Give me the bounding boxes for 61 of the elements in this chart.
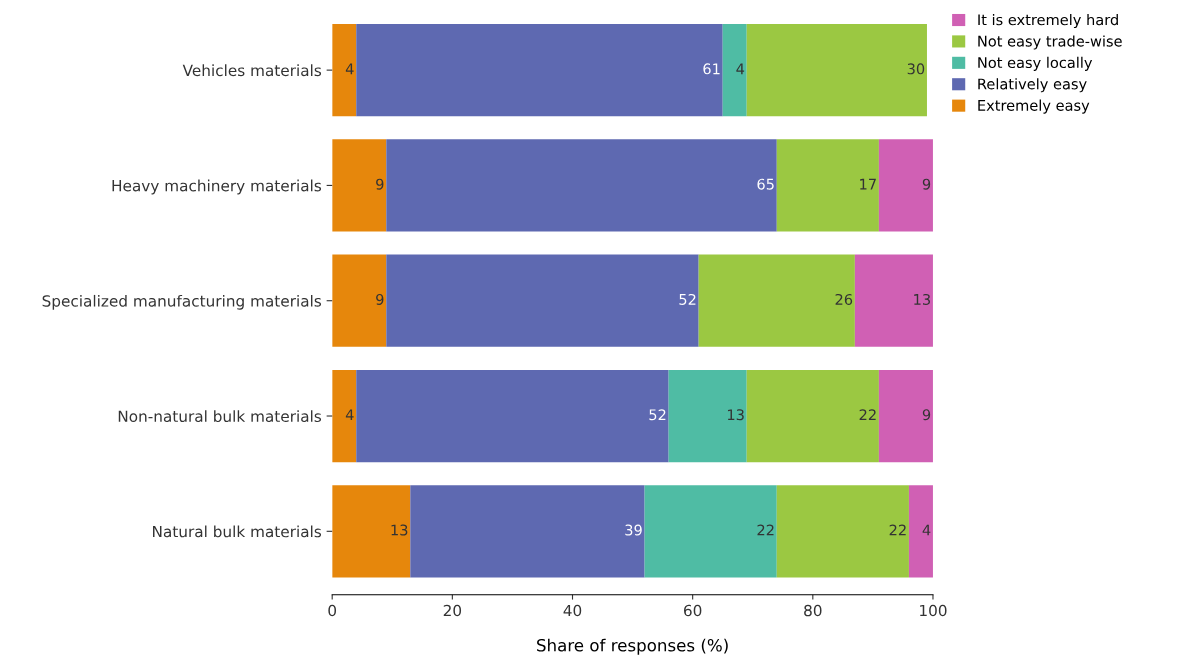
data-label: 22: [889, 524, 906, 536]
data-label: 26: [835, 293, 853, 305]
bar: [878, 369, 933, 463]
data-label: 22: [859, 409, 876, 421]
data-label: 13: [727, 409, 744, 421]
data-label: 9: [376, 178, 384, 190]
bar: [356, 24, 723, 117]
bar: [332, 24, 357, 117]
data-label: 39: [625, 524, 642, 536]
data-label: 22: [757, 524, 774, 536]
x-tick-label: 40: [563, 604, 582, 617]
y-tick-label: Specialized manufacturing materials: [42, 294, 322, 310]
x-tick-label: 60: [684, 604, 702, 617]
data-label: 52: [679, 293, 696, 305]
bar: [776, 139, 879, 232]
data-label: 4: [736, 63, 745, 75]
data-label: 61: [703, 63, 720, 75]
y-tick-label: Vehicles materials: [182, 64, 322, 77]
x-tick-label: 100: [920, 604, 947, 617]
bar: [332, 369, 357, 463]
bar: [332, 485, 411, 578]
y-tick-label: Non-natural bulk materials: [118, 410, 322, 423]
legend-label: Extremely easy: [978, 99, 1090, 114]
x-tick-label: 80: [804, 604, 822, 617]
bar: [908, 485, 933, 578]
data-label: 13: [391, 524, 408, 536]
data-label: 13: [914, 293, 930, 305]
data-label: 9: [376, 293, 384, 305]
legend-label: Relatively easy: [978, 78, 1087, 93]
data-label: 9: [922, 409, 931, 421]
data-label: 4: [345, 63, 354, 75]
bar: [644, 485, 777, 578]
bar: [854, 254, 933, 347]
x-axis-title: Share of responses (%): [537, 638, 728, 655]
data-label: 52: [649, 409, 666, 421]
data-label: 65: [757, 178, 774, 190]
data-label: 17: [860, 178, 876, 190]
bar: [410, 485, 645, 578]
legend-label: Not easy trade-wise: [978, 35, 1122, 50]
bar: [746, 24, 927, 117]
bar: [332, 254, 387, 347]
bar: [668, 369, 747, 463]
x-tick-label: 0: [328, 604, 337, 617]
data-label: 30: [907, 63, 925, 75]
bar: [386, 254, 699, 347]
bar: [356, 369, 669, 463]
bar: [878, 139, 933, 232]
data-label: 4: [345, 409, 354, 421]
x-tick-label: 20: [443, 604, 462, 617]
bar: [722, 24, 747, 117]
y-tick-label: Heavy machinery materials: [112, 179, 322, 195]
legend-label: Not easy locally: [978, 56, 1093, 71]
data-label: 9: [922, 178, 931, 190]
y-tick-label: Natural bulk materials: [153, 525, 322, 538]
bar: [698, 254, 855, 347]
legend-label: It is extremely hard: [978, 13, 1118, 29]
bar: [386, 139, 777, 232]
bar: [776, 485, 909, 578]
bar: [746, 369, 879, 463]
data-label: 4: [922, 524, 931, 536]
bar: [332, 139, 387, 232]
